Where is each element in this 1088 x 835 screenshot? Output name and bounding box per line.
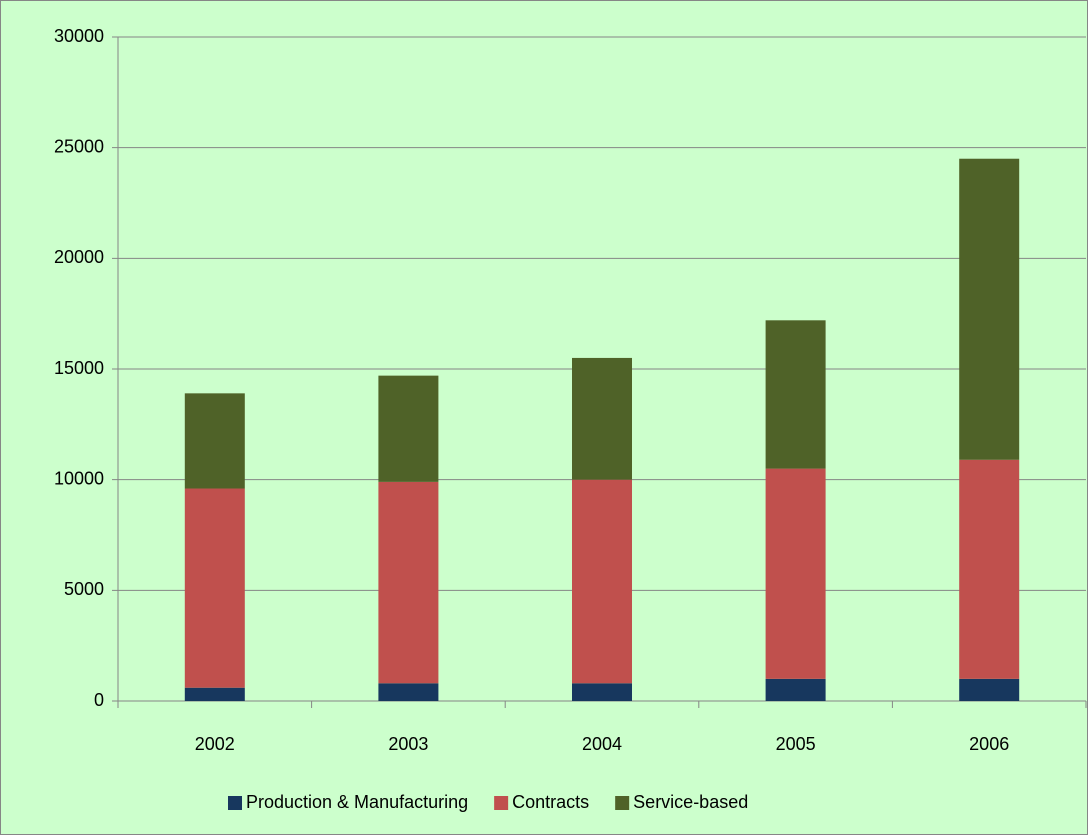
x-tick-label: 2004	[582, 734, 622, 754]
bar-segment	[572, 357, 632, 480]
y-tick-label: 5000	[64, 579, 104, 599]
bar-segment	[378, 375, 439, 482]
bar-segment	[572, 479, 632, 684]
y-tick-label: 20000	[54, 247, 104, 267]
bar-segment	[765, 678, 826, 701]
bar-segment	[765, 468, 826, 679]
x-tick-label: 2002	[195, 734, 235, 754]
bar-segment	[959, 678, 1020, 701]
bar-segment	[765, 320, 826, 469]
bar-segment	[184, 488, 245, 688]
y-tick-label: 10000	[54, 468, 104, 488]
legend-label: Contracts	[512, 792, 589, 812]
bar-segment	[572, 683, 632, 701]
legend-swatch	[615, 796, 630, 810]
legend-swatch	[494, 796, 509, 810]
legend-label: Service-based	[633, 792, 748, 812]
bar-segment	[378, 481, 439, 684]
x-tick-label: 2003	[388, 734, 428, 754]
bar-segment	[184, 393, 245, 489]
bar-segment	[959, 459, 1020, 679]
bar-segment	[959, 158, 1020, 460]
x-tick-label: 2005	[776, 734, 816, 754]
y-tick-label: 25000	[54, 136, 104, 156]
legend-label: Production & Manufacturing	[246, 792, 468, 812]
bar-segment	[184, 687, 245, 701]
y-tick-label: 0	[94, 690, 104, 710]
legend-swatch	[228, 796, 242, 810]
x-tick-label: 2006	[969, 734, 1009, 754]
bar-segment	[378, 683, 439, 701]
y-tick-label: 15000	[54, 358, 104, 378]
y-tick-label: 30000	[54, 26, 104, 46]
